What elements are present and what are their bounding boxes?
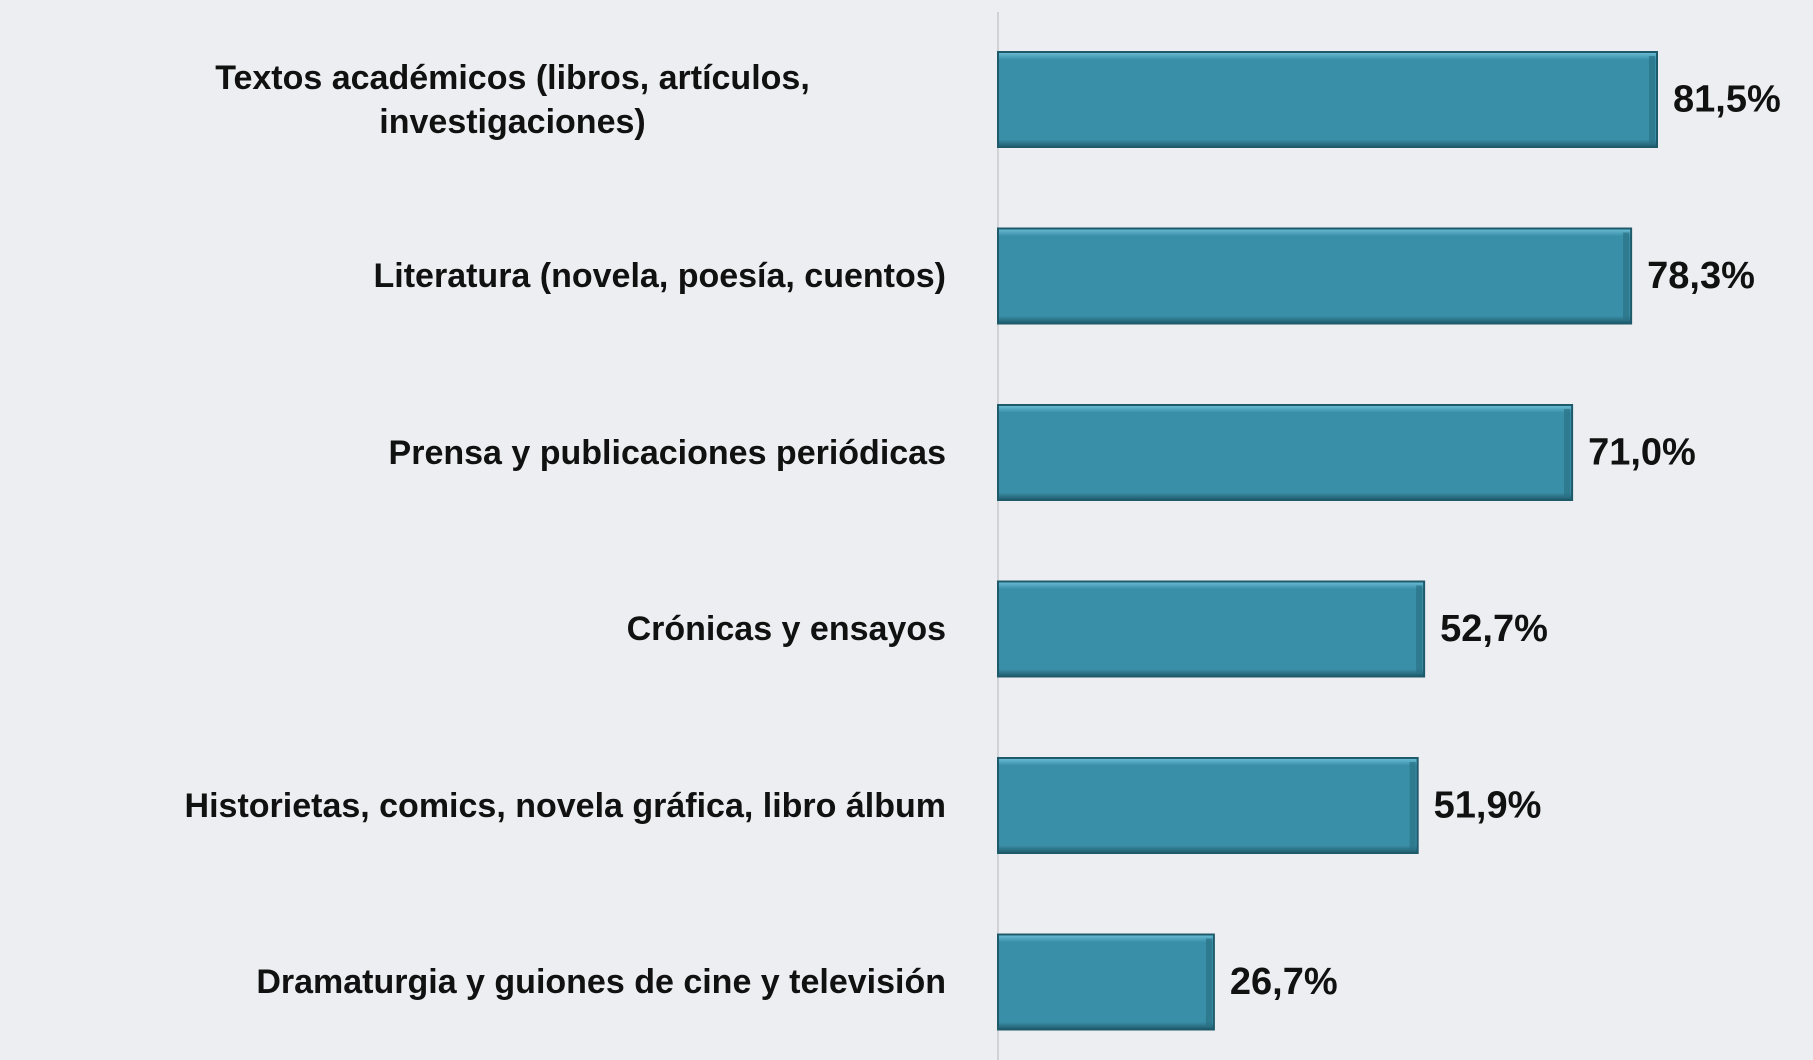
bar-edge bbox=[1416, 585, 1423, 673]
value-label: 52,7% bbox=[1440, 608, 1548, 650]
category-label: Crónicas y ensayos bbox=[626, 609, 946, 648]
bar bbox=[997, 51, 1658, 148]
bar-edge bbox=[1564, 409, 1571, 496]
bar-edge bbox=[1649, 56, 1655, 143]
value-label: 78,3% bbox=[1647, 255, 1755, 297]
bar bbox=[997, 933, 1215, 1031]
bar bbox=[997, 580, 1426, 678]
bar bbox=[997, 227, 1633, 325]
bar-edge bbox=[1409, 762, 1416, 849]
category-label: Literatura (novela, poesía, cuentos) bbox=[373, 256, 946, 295]
category-label: Prensa y publicaciones periódicas bbox=[388, 433, 946, 472]
value-label: 26,7% bbox=[1230, 961, 1338, 1003]
value-label: 71,0% bbox=[1588, 432, 1696, 474]
bar-edge bbox=[1623, 232, 1630, 320]
bar bbox=[997, 404, 1574, 501]
category-label: Historietas, comics, novela gráfica, lib… bbox=[184, 786, 946, 825]
value-label: 81,5% bbox=[1673, 79, 1781, 121]
category-label: Dramaturgia y guiones de cine y televisi… bbox=[256, 962, 946, 1001]
bar bbox=[997, 757, 1419, 854]
bar-edge bbox=[1205, 938, 1212, 1026]
value-label: 51,9% bbox=[1434, 785, 1542, 827]
category-label: Textos académicos (libros, artículos, in… bbox=[215, 58, 810, 141]
